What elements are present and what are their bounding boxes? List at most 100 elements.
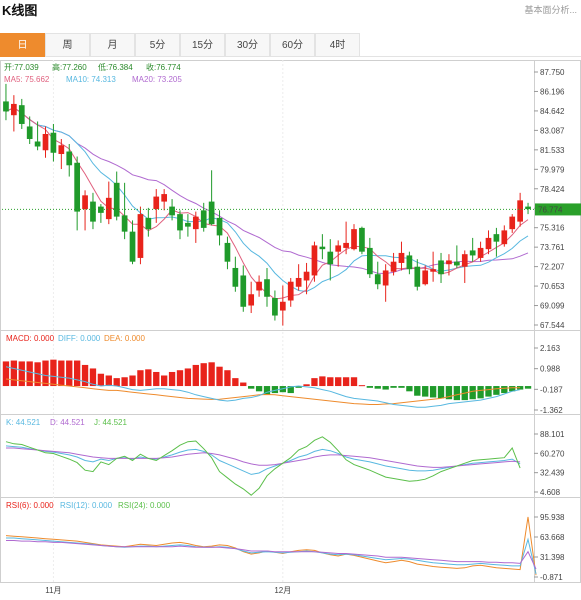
macd-bar [271, 386, 279, 394]
legend-entry: J: 44.521 [94, 418, 127, 427]
candle-body [422, 270, 429, 285]
candle-body [50, 132, 57, 153]
macd-bar [153, 371, 160, 387]
k-line [5, 445, 521, 475]
macd-bar [311, 378, 318, 387]
macd-bar [406, 386, 413, 392]
candle-body [240, 275, 247, 307]
candle-body [66, 151, 73, 166]
tab-5min[interactable]: 5分 [135, 33, 180, 57]
candle-body [169, 206, 175, 216]
candle-body [42, 133, 49, 151]
help-link[interactable]: 基本面分析... [524, 5, 577, 15]
legend-entry: MA20: 73.205 [132, 75, 182, 84]
tab-day[interactable]: 日 [0, 33, 45, 57]
candle-body [216, 217, 223, 236]
y-tick-label: 4.608 [540, 488, 561, 497]
legend-entry: K: 44.521 [6, 418, 41, 427]
candle-body [58, 145, 65, 155]
macd-bar [414, 386, 421, 396]
candle-body [272, 298, 278, 316]
candle-body [98, 206, 104, 213]
candle-body [256, 281, 262, 291]
macd-bar [224, 370, 231, 387]
candle-body [454, 261, 460, 266]
ohlc-close: 收:76.774 [146, 62, 181, 72]
macd-bar [303, 384, 310, 387]
macd-bar [113, 378, 120, 387]
ohlc-open: 开:77.039 [4, 63, 39, 72]
tab-4hour[interactable]: 4时 [315, 33, 360, 57]
macd-bar [208, 362, 215, 387]
macd-bar [429, 386, 437, 398]
y-tick-label: 84.642 [540, 107, 565, 116]
candle-body [501, 230, 508, 245]
tab-15min[interactable]: 15分 [180, 33, 225, 57]
candle-body [485, 237, 492, 250]
candle-body [406, 255, 413, 270]
candle-body [366, 247, 373, 275]
candle-body [414, 266, 421, 287]
y-tick-label: 60.270 [540, 449, 565, 458]
legend-entry: DIFF: 0.000 [58, 334, 101, 343]
tab-60min[interactable]: 60分 [270, 33, 315, 57]
candle-body [177, 214, 183, 231]
macd-bar [398, 386, 405, 388]
macd-bar [422, 386, 429, 397]
period-tabs: 日 周 月 5分 15分 30分 60分 4时 [0, 33, 581, 57]
legend-entry: MA5: 75.662 [4, 75, 50, 84]
macd-bar [335, 377, 342, 387]
candle-body [200, 210, 207, 228]
legend-entry: DEA: 0.000 [104, 334, 145, 343]
candle-body [438, 260, 444, 275]
y-tick-label: 73.761 [540, 243, 565, 252]
candle-body [477, 247, 484, 258]
y-tick-label: 67.544 [540, 321, 565, 330]
macd-bar [42, 360, 49, 387]
last-price-tag [535, 203, 581, 216]
y-tick-label: 81.533 [540, 146, 565, 155]
y-tick-label: -0.187 [540, 385, 563, 394]
x-tick-label: 12月 [274, 586, 291, 595]
y-tick-label: 72.207 [540, 263, 565, 272]
candle-body [105, 197, 112, 220]
y-tick-label: 0.988 [540, 365, 561, 374]
y-tick-label: 79.979 [540, 165, 565, 174]
macd-bar [192, 364, 199, 387]
tab-30min[interactable]: 30分 [225, 33, 270, 57]
macd-bar [493, 386, 500, 395]
macd-bar [73, 360, 81, 387]
tab-month[interactable]: 月 [90, 33, 135, 57]
candle-body [509, 216, 516, 230]
candle-body [192, 216, 199, 230]
candle-body [3, 101, 9, 112]
candle-body [295, 277, 302, 287]
candle-body [232, 267, 239, 287]
ohlc-low: 低:76.384 [98, 62, 133, 72]
candle-body [161, 194, 168, 202]
candle-body [517, 200, 523, 222]
candle-body [18, 105, 25, 124]
macd-bar [26, 361, 33, 387]
macd-bar [255, 386, 263, 392]
candle-body [327, 251, 334, 265]
macd-bar [145, 369, 152, 387]
macd-bar [137, 370, 144, 387]
macd-bar [358, 385, 366, 387]
x-tick-label: 11月 [45, 586, 61, 595]
macd-bar [350, 377, 358, 387]
y-tick-label: 95.938 [540, 513, 565, 522]
macd-bar [366, 386, 373, 388]
macd-bar [81, 364, 89, 387]
candle-body [343, 242, 349, 248]
rsi24-line [6, 540, 537, 570]
macd-bar [184, 368, 192, 387]
macd-bar [66, 360, 73, 387]
candle-body [525, 206, 531, 210]
tab-week[interactable]: 周 [45, 33, 90, 57]
rsi12-line [6, 537, 537, 575]
macd-bar [58, 360, 65, 387]
macd-bar [18, 361, 25, 387]
y-tick-label: 75.316 [540, 224, 565, 233]
